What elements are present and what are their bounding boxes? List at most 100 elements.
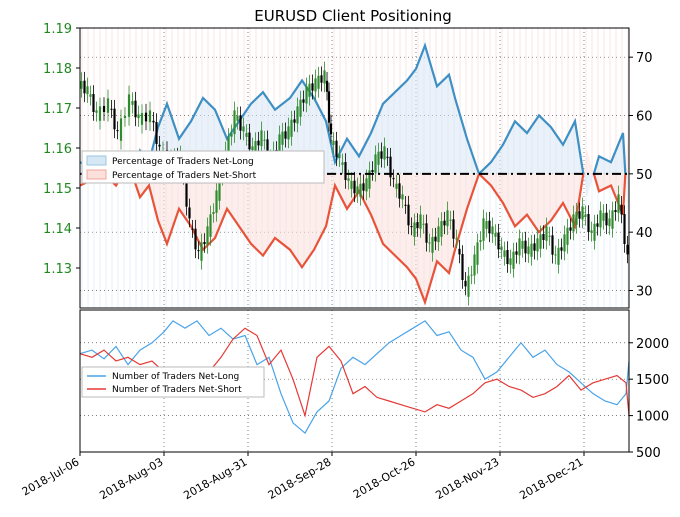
price-candle [413,213,416,246]
price-candle [464,272,467,296]
price-candle [467,266,470,306]
price-candle [123,107,127,127]
top-panel-frame [79,27,630,309]
price-candle [527,237,530,263]
price-candle [599,201,602,237]
bottom-legend: Number of Traders Net-Long Number of Tra… [81,366,265,398]
price-candle [410,217,413,236]
percent-tick-4: 70 [636,51,653,66]
price-candle [560,238,563,260]
price-candle [590,221,593,242]
price-candle [152,112,155,132]
price-candle [92,85,95,121]
bottom-panel-frame [79,309,630,453]
price-candle [127,85,131,126]
price-candle [626,236,629,264]
price-candle [398,174,401,208]
count-tick-1: 1000 [636,410,669,425]
price-candle [368,161,371,198]
price-candle [344,153,347,189]
x-tick-5: 2018-Nov-23 [433,455,501,502]
price-candle [113,99,116,139]
x-tick-6: 2018-Dec-21 [517,455,585,502]
price-candle [551,226,554,264]
price-candle [470,265,473,285]
price-candle [593,214,596,250]
price-candle [140,104,144,134]
price-candle [233,101,236,143]
price-candle [623,205,626,253]
price-candle [446,201,449,235]
price-candle [536,229,539,261]
price-tick-1: 1.14 [43,222,72,237]
price-candle [263,130,266,150]
price-candle [320,66,323,92]
chart-title: EURUSD Client Positioning [254,7,452,25]
price-tick-0: 1.13 [43,262,72,277]
price-candle [323,61,326,93]
price-candle [197,241,200,260]
price-candle [236,106,239,130]
price-tick-2: 1.15 [43,182,72,197]
price-candle [461,245,464,289]
price-candle [545,217,548,250]
price-candle [317,66,320,98]
price-candle [479,231,482,251]
x-tick-0: 2018-Jul-06 [20,455,82,498]
legend-swatch-net-short [86,169,107,180]
price-candle [587,205,590,241]
price-axis-ticks: 1.13 1.14 1.15 1.16 1.17 1.18 1.19 [43,22,80,277]
price-candle [428,233,431,253]
price-candle [215,181,218,222]
price-candle [332,132,335,154]
price-candle [83,71,86,103]
count-tick-0: 500 [636,446,661,461]
price-tick-5: 1.18 [43,62,72,77]
x-tick-2: 2018-Aug-31 [181,455,249,502]
price-candle [338,145,341,167]
price-candle [134,91,137,127]
area-net-long [80,45,629,238]
price-candle [500,237,503,259]
x-tick-4: 2018-Oct-26 [351,455,417,501]
price-candle [548,226,551,246]
price-tick-3: 1.16 [43,142,72,157]
line-net-long-pct [80,42,627,174]
price-candle [575,202,578,234]
count-tick-2: 1500 [636,373,669,388]
percent-tick-0: 30 [636,285,653,300]
price-candle [497,223,500,259]
price-candle [422,214,425,234]
price-candle [371,161,374,181]
legend-label-count-net-short: Number of Traders Net-Short [112,385,242,395]
price-tick-4: 1.17 [43,102,72,117]
price-candle [155,113,158,153]
price-candle [119,109,123,150]
price-candle [401,185,404,209]
top-panel: 1.131.141.151.161.171.181.19 3040506070 … [43,22,653,309]
price-candle [434,227,437,251]
price-candle [578,202,581,228]
price-candle [260,121,263,155]
price-candle [386,148,389,166]
legend-label-net-short: Percentage of Traders Net-Short [112,171,257,181]
price-candle [488,211,491,243]
price-candle [515,242,518,264]
price-candle [362,174,365,200]
price-candle [512,242,515,278]
price-candle [611,201,614,238]
x-tick-1: 2018-Aug-03 [97,455,165,502]
price-candle [325,72,329,101]
price-candle [131,92,134,114]
price-candle [209,205,212,246]
price-candle [491,217,494,243]
price-candle [437,217,440,251]
price-candle [566,218,569,254]
count-axis-ticks: 500 1000 1500 2000 [629,337,669,461]
bottom-panel: 500 1000 1500 2000 Number of Traders Net-Lo… [79,309,669,461]
price-tick-6: 1.19 [43,22,72,37]
price-candle [581,197,584,229]
legend-swatch-net-long [86,155,107,166]
percent-tick-3: 60 [636,110,653,125]
